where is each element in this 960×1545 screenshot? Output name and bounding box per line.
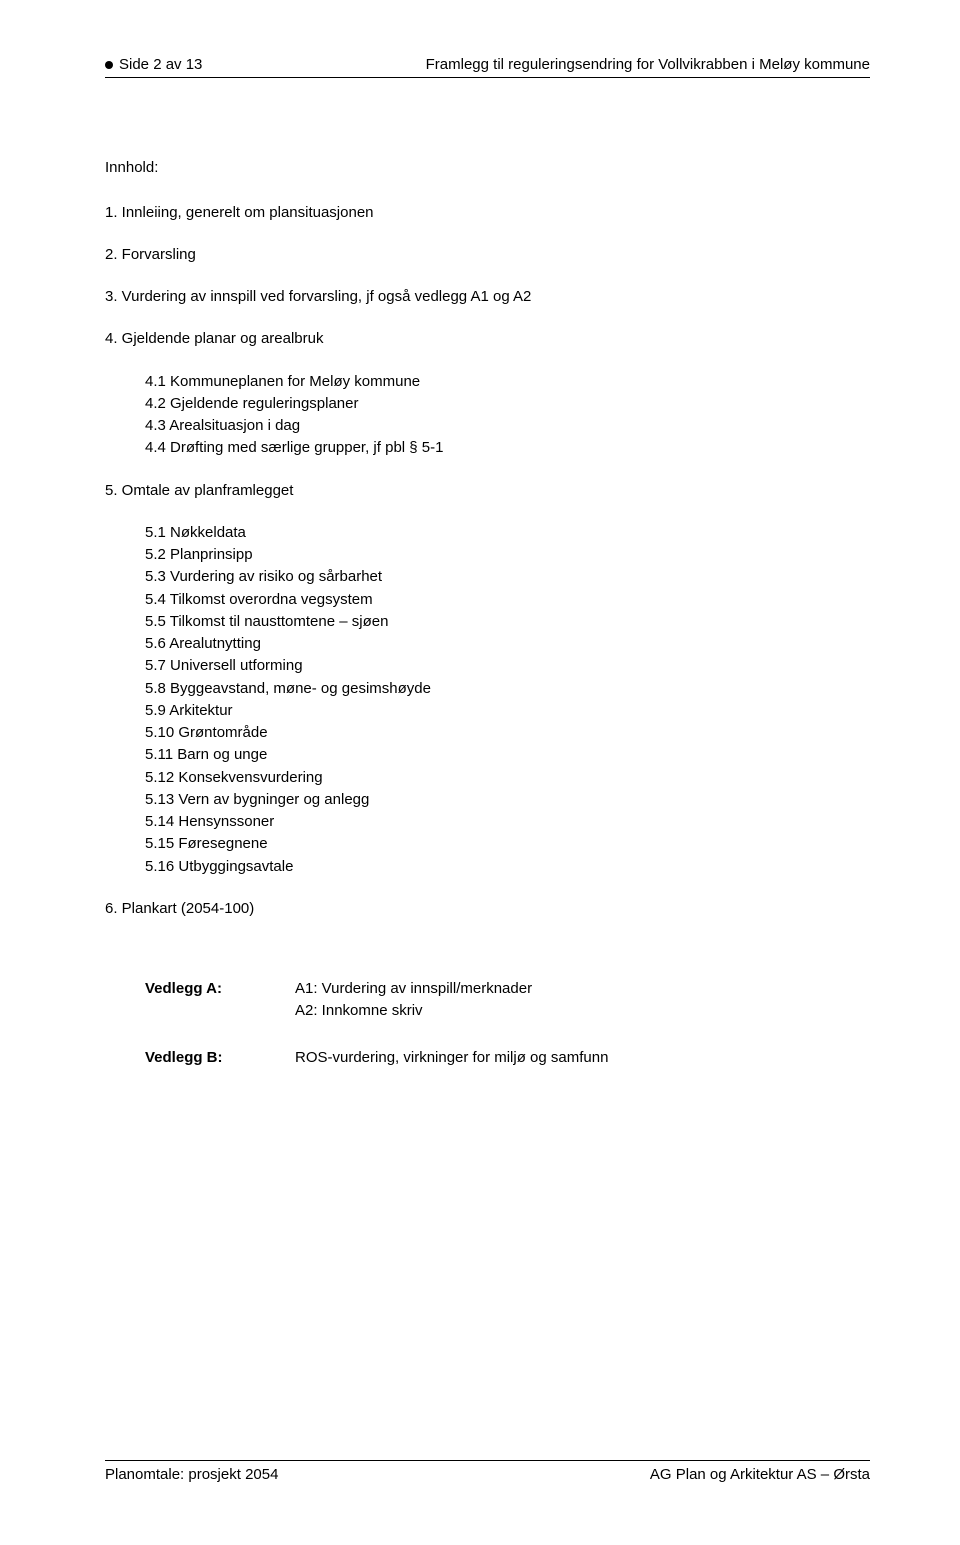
header-left: Side 2 av 13 (105, 55, 202, 75)
vedlegg-block: Vedlegg A: A1: Vurdering av innspill/mer… (145, 979, 870, 1070)
page-header: Side 2 av 13 Framlegg til reguleringsend… (105, 55, 870, 78)
toc-sub-4-1: 4.1 Kommuneplanen for Meløy kommune (145, 372, 870, 392)
toc-item-1: 1. Innleiing, generelt om plansituasjone… (105, 203, 870, 223)
footer-right: AG Plan og Arkitektur AS – Ørsta (650, 1465, 870, 1485)
toc-sub-5-5: 5.5 Tilkomst til nausttomtene – sjøen (145, 612, 870, 632)
toc-sub-5-1: 5.1 Nøkkeldata (145, 523, 870, 543)
toc-item-4: 4. Gjeldende planar og arealbruk 4.1 Kom… (105, 329, 870, 458)
vedlegg-a-item-1: A1: Vurdering av innspill/merknader (295, 979, 532, 999)
vedlegg-a-item-2: A2: Innkomne skriv (295, 1001, 532, 1021)
section-4-sublist: 4.1 Kommuneplanen for Meløy kommune 4.2 … (145, 372, 870, 459)
footer-left: Planomtale: prosjekt 2054 (105, 1465, 278, 1485)
vedlegg-b-text: ROS-vurdering, virkninger for miljø og s… (295, 1048, 608, 1068)
toc-item-5-label: 5. Omtale av planframlegget (105, 482, 293, 499)
toc-sub-5-4: 5.4 Tilkomst overordna vegsystem (145, 590, 870, 610)
doc-title: Framlegg til reguleringsendring for Voll… (426, 55, 870, 75)
toc-sub-4-4: 4.4 Drøfting med særlige grupper, jf pbl… (145, 438, 870, 458)
vedlegg-b-content: ROS-vurdering, virkninger for miljø og s… (295, 1048, 608, 1070)
page-number: Side 2 av 13 (119, 55, 202, 75)
toc-sub-5-9: 5.9 Arkitektur (145, 701, 870, 721)
toc-list: 1. Innleiing, generelt om plansituasjone… (105, 203, 870, 877)
toc-sub-5-16: 5.16 Utbyggingsavtale (145, 857, 870, 877)
toc-sub-5-11: 5.11 Barn og unge (145, 745, 870, 765)
toc-sub-5-10: 5.10 Grøntområde (145, 723, 870, 743)
toc-item-2: 2. Forvarsling (105, 245, 870, 265)
vedlegg-b-label: Vedlegg B: (145, 1048, 295, 1070)
toc-sub-5-12: 5.12 Konsekvensvurdering (145, 768, 870, 788)
toc-sub-4-3: 4.3 Arealsituasjon i dag (145, 416, 870, 436)
toc-item-3: 3. Vurdering av innspill ved forvarsling… (105, 287, 870, 307)
toc-item-5: 5. Omtale av planframlegget 5.1 Nøkkelda… (105, 481, 870, 877)
toc-sub-4-2: 4.2 Gjeldende reguleringsplaner (145, 394, 870, 414)
toc-sub-5-14: 5.14 Hensynssoner (145, 812, 870, 832)
toc-sub-5-15: 5.15 Føresegnene (145, 834, 870, 854)
innhold-heading: Innhold: (105, 158, 870, 178)
vedlegg-a-content: A1: Vurdering av innspill/merknader A2: … (295, 979, 532, 1024)
vedlegg-b-row: Vedlegg B: ROS-vurdering, virkninger for… (145, 1048, 870, 1070)
vedlegg-a-row: Vedlegg A: A1: Vurdering av innspill/mer… (145, 979, 870, 1024)
toc-sub-5-6: 5.6 Arealutnytting (145, 634, 870, 654)
toc-sub-5-13: 5.13 Vern av bygninger og anlegg (145, 790, 870, 810)
bullet-icon (105, 61, 113, 69)
toc-item-6: 6. Plankart (2054-100) (105, 899, 870, 919)
toc-sub-5-2: 5.2 Planprinsipp (145, 545, 870, 565)
vedlegg-a-label: Vedlegg A: (145, 979, 295, 1024)
page-footer: Planomtale: prosjekt 2054 AG Plan og Ark… (105, 1460, 870, 1485)
toc-sub-5-7: 5.7 Universell utforming (145, 656, 870, 676)
section-5-sublist: 5.1 Nøkkeldata 5.2 Planprinsipp 5.3 Vurd… (145, 523, 870, 877)
toc-sub-5-3: 5.3 Vurdering av risiko og sårbarhet (145, 567, 870, 587)
toc-item-4-label: 4. Gjeldende planar og arealbruk (105, 330, 323, 347)
toc-sub-5-8: 5.8 Byggeavstand, møne- og gesimshøyde (145, 679, 870, 699)
